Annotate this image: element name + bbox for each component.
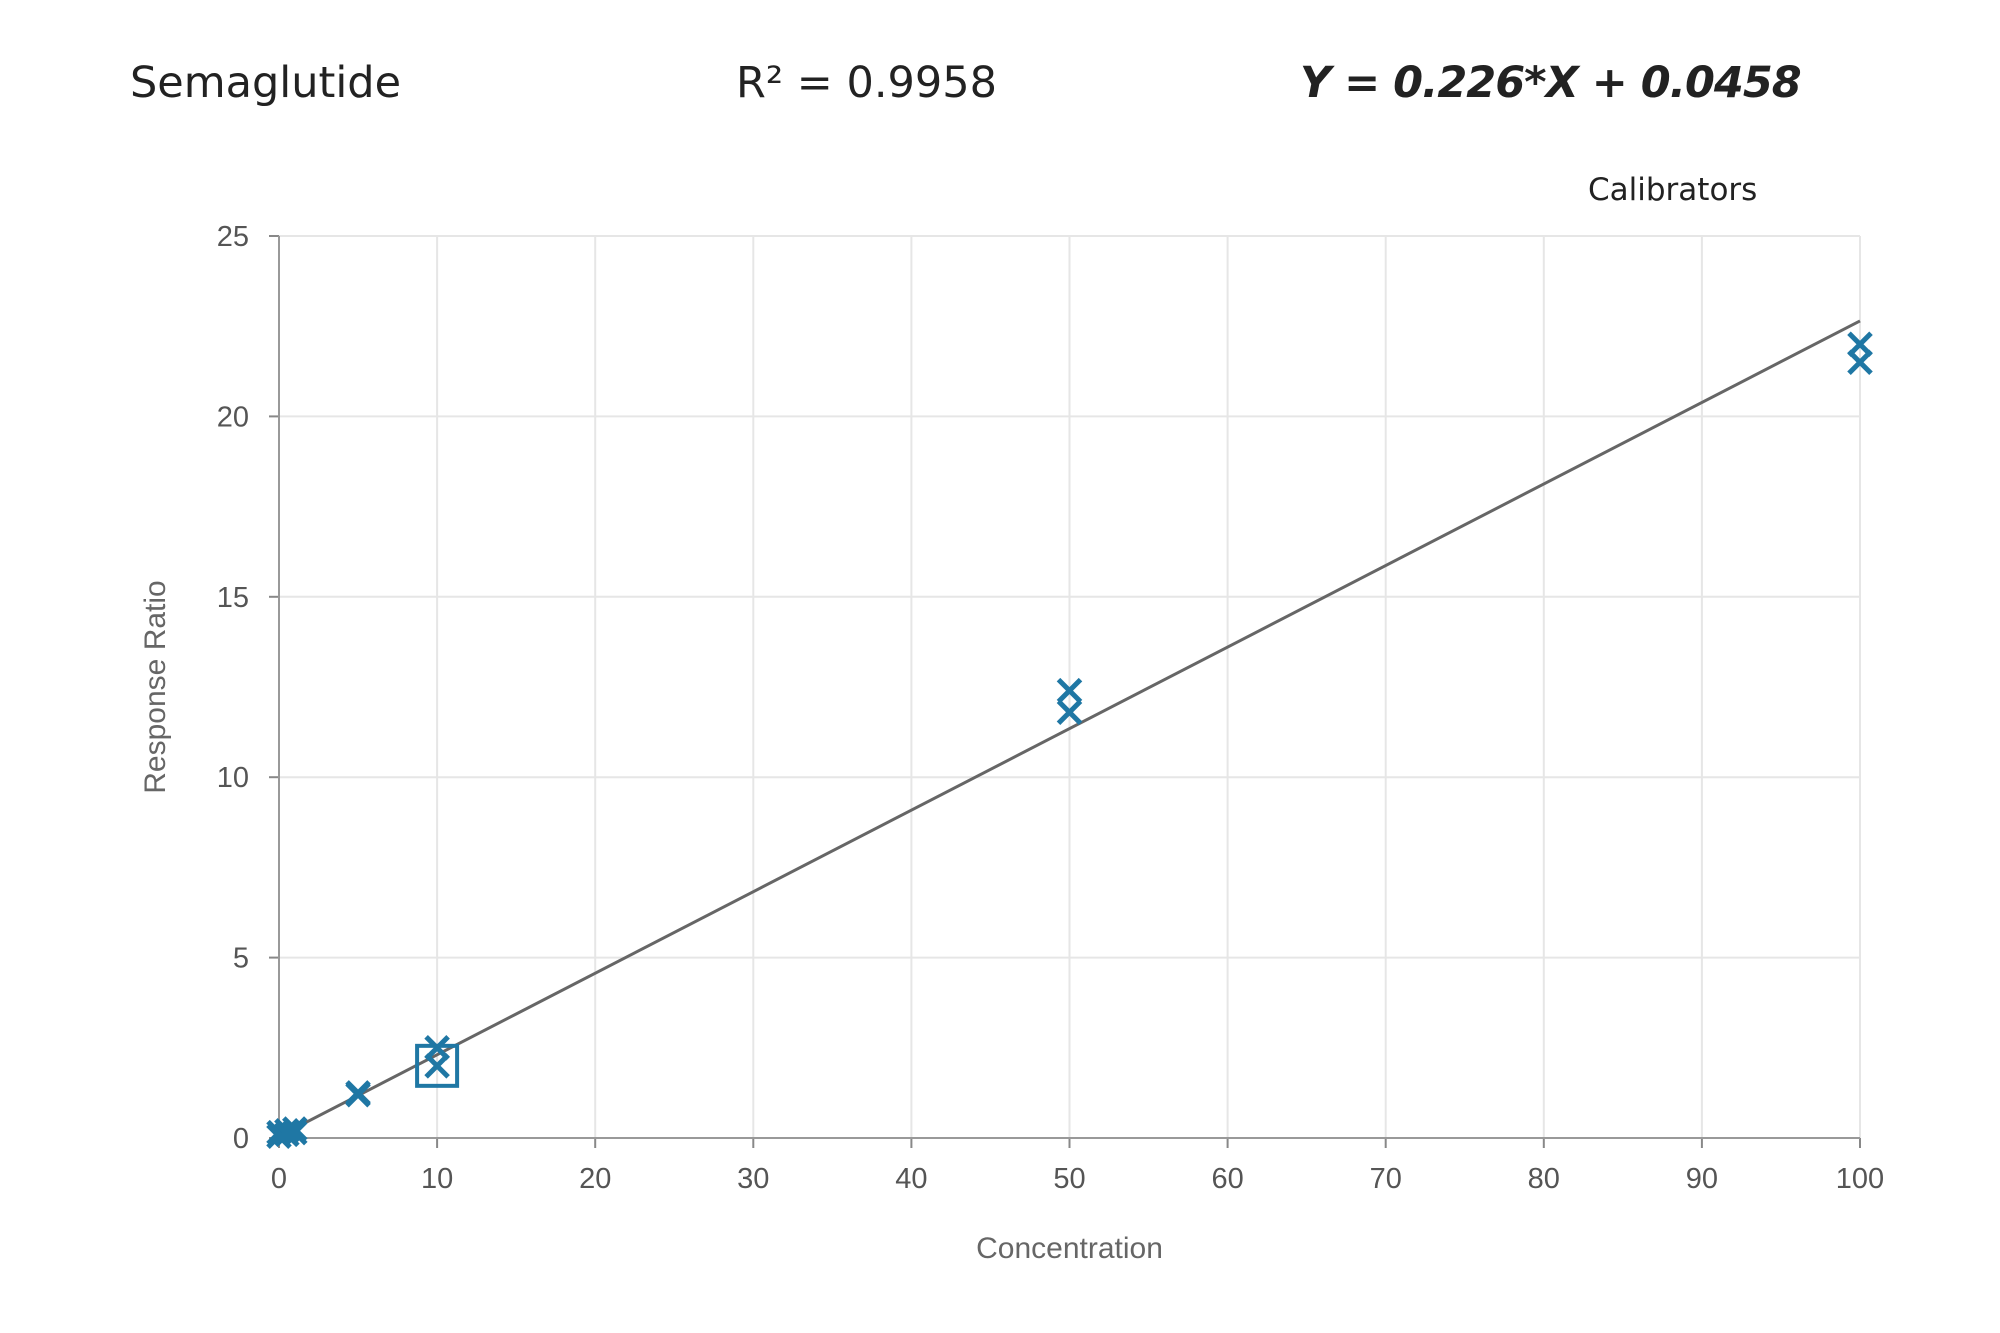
calibrator-point (1056, 699, 1083, 726)
y-tick-label: 25 (217, 221, 249, 253)
x-tick-label: 50 (1053, 1163, 1085, 1195)
marker-stroke (345, 1080, 371, 1106)
marker-stroke (1056, 677, 1083, 704)
y-tick-label: 0 (233, 1123, 249, 1155)
x-tick-label: 40 (895, 1163, 927, 1195)
y-tick-label: 5 (233, 943, 249, 975)
y-tick-label: 15 (217, 582, 249, 614)
y-tick-label: 10 (217, 762, 249, 794)
x-tick-label: 20 (579, 1163, 611, 1195)
y-tick-label: 20 (217, 401, 249, 433)
marker-stroke (274, 1118, 300, 1144)
regression-line-group (278, 319, 1861, 1138)
regression-equation: Y = 0.226*X + 0.0458 (1300, 58, 1802, 108)
x-tick-label: 60 (1211, 1163, 1243, 1195)
selected-point-box (415, 1043, 460, 1088)
marker-stroke (282, 1116, 308, 1142)
x-tick-label: 80 (1528, 1163, 1560, 1195)
regression-line (278, 319, 1861, 1138)
x-tick-label: 70 (1370, 1163, 1402, 1195)
grid-lines (279, 235, 1861, 1138)
x-tick-label: 30 (737, 1163, 769, 1195)
x-tick-label: 10 (421, 1163, 453, 1195)
r-squared-label: R² = 0.9958 (736, 58, 997, 108)
x-tick-label: 0 (271, 1163, 287, 1195)
calibrator-point (1847, 349, 1873, 376)
calibrator-point (1056, 677, 1083, 704)
calibrator-point (274, 1118, 300, 1144)
y-axis-title: Response Ratio (139, 580, 172, 793)
calibrator-point (424, 1053, 450, 1079)
marker-stroke (1847, 349, 1873, 376)
data-points (266, 331, 1873, 1149)
analyte-title: Semaglutide (130, 58, 402, 108)
y-tick-labels: 0 5 10 15 20 25 (217, 221, 249, 1155)
x-tick-label: 90 (1686, 1163, 1718, 1195)
marker-stroke (1056, 699, 1083, 726)
x-tick-label: 100 (1836, 1163, 1884, 1195)
legend-calibrators: Calibrators (1588, 172, 1758, 208)
x-tick-labels: 0 10 20 30 40 50 60 70 80 90 100 (271, 1163, 1884, 1195)
axes (269, 235, 1861, 1148)
marker-stroke (424, 1053, 450, 1079)
x-axis-title: Concentration (976, 1232, 1163, 1265)
marker-stroke (282, 1119, 308, 1146)
calibrator-point (282, 1116, 308, 1142)
calibrator-point (282, 1119, 308, 1146)
calibrator-point (345, 1080, 371, 1106)
